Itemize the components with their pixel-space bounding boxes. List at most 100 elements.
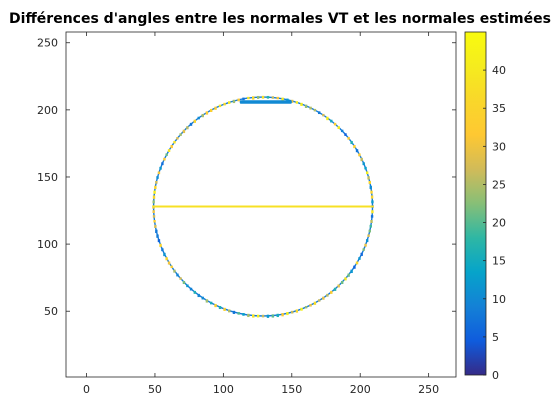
ring-pixel (330, 119, 333, 123)
ring-pixel (266, 95, 270, 99)
ring-pixel (186, 284, 189, 288)
ring-pixel (186, 126, 189, 130)
ring-pixel (355, 261, 359, 265)
plot-area: 0 50 100 150 200 250 50 100 150 200 250 (37, 31, 457, 396)
ring-pixel (337, 126, 340, 130)
ring-pixel (368, 229, 371, 233)
ring-pixel (276, 96, 279, 100)
ring-pixel (167, 261, 171, 265)
ring-pixel (193, 290, 196, 294)
ring-pixel (276, 313, 279, 318)
ring-pixel (369, 185, 372, 189)
ring-pixel (347, 273, 350, 277)
ring-pixel (309, 106, 312, 110)
ring-pixel (290, 99, 294, 103)
ring-pixel (242, 97, 245, 101)
y-tick-label: 100 (37, 238, 58, 251)
ring-pixel (266, 314, 270, 318)
ring-pixel (340, 129, 344, 133)
ring-pixel (360, 157, 363, 162)
ring-pixel (362, 162, 365, 166)
ring-pixel (232, 99, 236, 104)
ring-pixel (337, 284, 340, 288)
ring-pixel (256, 95, 260, 99)
ring-pixel (209, 301, 213, 305)
colorbar-tick-label: 30 (492, 140, 506, 153)
ring-pixel (154, 224, 157, 228)
ring-pixel (152, 215, 156, 218)
ring-pixel (344, 277, 347, 281)
ring-pixel (247, 96, 250, 100)
ring-pixel (340, 280, 344, 285)
ring-pixel (163, 157, 166, 161)
ring-pixel (173, 140, 176, 144)
chart-title: Différences d'angles entre les normales … (9, 11, 551, 27)
ring-pixel (205, 299, 209, 303)
ring-pixel (153, 190, 156, 194)
ring-pixel (330, 290, 333, 294)
ring-pixel (247, 313, 250, 318)
ring-pixel (159, 243, 162, 248)
ring-pixel (367, 234, 370, 237)
heatmap-features (152, 95, 374, 318)
ring-pixel (173, 269, 176, 273)
ring-pixel (176, 273, 179, 277)
ring-pixel (370, 190, 373, 194)
ring-pixel (218, 305, 222, 310)
ring-pixel (155, 229, 158, 234)
ring-pixel (163, 252, 166, 257)
x-tick-label: 100 (213, 383, 234, 396)
ring-pixel (218, 104, 222, 108)
ring-pixel (355, 149, 359, 153)
ring-pixel (214, 106, 217, 110)
ring-pixel (189, 287, 193, 291)
ring-pixel (209, 108, 213, 112)
colorbar-tick-label: 0 (492, 369, 499, 382)
ring-pixel (300, 307, 303, 311)
ring-pixel (252, 96, 255, 100)
x-tick-label: 200 (350, 383, 371, 396)
colorbar-tick-label: 35 (492, 102, 506, 115)
ring-pixel (153, 220, 156, 223)
x-tick-label: 250 (418, 383, 439, 396)
ring-pixel (156, 234, 159, 238)
x-tick-label: 0 (83, 383, 90, 396)
ring-pixel (261, 95, 265, 99)
x-tick-label: 150 (281, 383, 302, 396)
ring-pixel (228, 309, 231, 313)
colorbar-tick-label: 25 (492, 178, 506, 191)
ring-pixel (223, 102, 226, 106)
ring-pixel (155, 180, 158, 184)
ring-pixel (295, 309, 299, 313)
equator-line (152, 205, 374, 208)
bottom-segment (239, 100, 292, 104)
ring-pixel (201, 296, 204, 300)
ring-pixel (152, 195, 156, 199)
ring-pixel (179, 277, 182, 280)
ring-pixel (271, 96, 275, 99)
ring-pixel (371, 210, 374, 214)
ring-pixel (256, 314, 260, 318)
ring-pixel (364, 243, 367, 247)
x-tick-label: 50 (148, 383, 162, 396)
colorbar-tick-label: 40 (492, 64, 506, 77)
ring-pixel (295, 101, 299, 104)
ring-pixel (309, 303, 312, 307)
ring-pixel (322, 296, 325, 300)
ring-pixel (152, 200, 155, 204)
ring-pixel (156, 176, 159, 179)
ring-pixel (223, 307, 226, 311)
ring-pixel (237, 98, 240, 102)
ring-pixel (318, 299, 321, 302)
ring-pixel (347, 137, 350, 140)
ring-pixel (193, 119, 196, 123)
ring-pixel (313, 301, 317, 305)
colorbar-tick-label: 15 (492, 255, 506, 268)
ring-pixel (152, 210, 155, 214)
ring-pixel (161, 162, 164, 166)
ring-pixel (170, 145, 173, 149)
ring-pixel (179, 133, 182, 136)
ring-pixel (286, 98, 289, 102)
ring-pixel (300, 102, 303, 106)
colorbar-tick-label: 5 (492, 331, 499, 344)
